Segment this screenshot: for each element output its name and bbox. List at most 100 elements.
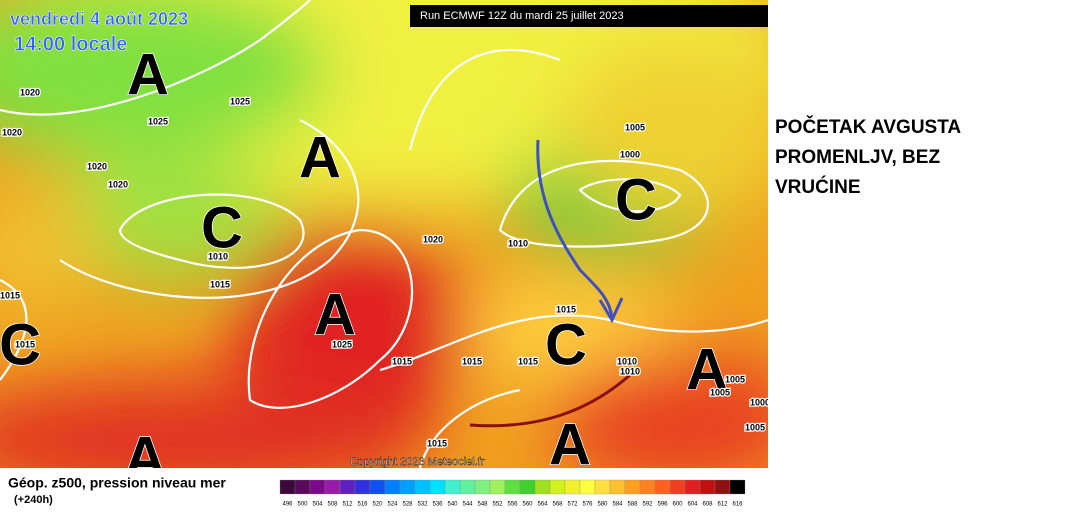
scale-swatch — [354, 479, 371, 495]
scale-label: 532 — [417, 502, 428, 508]
scale-label: 548 — [477, 502, 488, 508]
note-line: PROMENLJV, BEZ — [775, 147, 940, 168]
scale-label: 520 — [372, 502, 383, 508]
isobar-label: 1010 — [620, 366, 640, 376]
scale-label: 496 — [282, 502, 293, 508]
scale-label: 568 — [552, 502, 563, 508]
scale-label: 584 — [612, 502, 623, 508]
isobar-label: 1015 — [392, 356, 412, 366]
scale-label: 600 — [672, 502, 683, 508]
isobar-label: 1020 — [108, 179, 128, 189]
scale-label: 540 — [447, 502, 458, 508]
map-area: Run ECMWF 12Z du mardi 25 juillet 2023 v… — [0, 0, 770, 490]
scale-swatch — [429, 479, 446, 495]
date-label: vendredi 4 août 2023 — [10, 9, 188, 29]
scale-label: 552 — [492, 502, 503, 508]
scale-swatch — [654, 479, 671, 495]
scale-label: 536 — [432, 502, 443, 508]
scale-swatch — [504, 479, 521, 495]
isobar-label: 1015 — [427, 438, 447, 448]
isobar-label: 1015 — [210, 279, 230, 289]
scale-label: 508 — [327, 502, 338, 508]
pressure-system: A — [314, 282, 356, 347]
isobar-label: 1010 — [508, 238, 528, 248]
scale-swatch — [714, 479, 731, 495]
scale-swatch — [669, 479, 686, 495]
scale-swatch — [279, 479, 296, 495]
scale-swatch — [459, 479, 476, 495]
scale-label: 572 — [567, 502, 578, 508]
scale-swatch — [384, 479, 401, 495]
scale-swatch — [579, 479, 596, 495]
isobar-label: 1005 — [625, 122, 645, 132]
isobar-label: 1005 — [725, 374, 745, 384]
scale-label: 616 — [732, 502, 743, 508]
isobar-label: 1020 — [87, 161, 107, 171]
scale-label: 528 — [402, 502, 413, 508]
pressure-system: A — [124, 425, 166, 490]
scale-label: 576 — [582, 502, 593, 508]
pressure-system: C — [545, 312, 587, 377]
isobar-label: 1020 — [423, 234, 443, 244]
scale-swatch — [639, 479, 656, 495]
scale-swatch — [414, 479, 431, 495]
scale-label: 544 — [462, 502, 473, 508]
isobar-label: 1010 — [208, 251, 228, 261]
scale-swatch — [474, 479, 491, 495]
scale-label: 596 — [657, 502, 668, 508]
scale-swatch — [399, 479, 416, 495]
scale-swatch — [489, 479, 506, 495]
isobar-label: 1015 — [518, 356, 538, 366]
isobar-label: 1025 — [332, 339, 352, 349]
scale-swatch — [309, 479, 326, 495]
isobar-label: 1000 — [750, 397, 770, 407]
pressure-system: A — [127, 42, 169, 107]
scale-swatch — [699, 479, 716, 495]
pressure-system: C — [201, 195, 243, 260]
isobar-label: 1015 — [15, 339, 35, 349]
isobar-label: 1015 — [0, 290, 20, 300]
scale-swatch — [369, 479, 386, 495]
isobar-label: 1000 — [620, 149, 640, 159]
scale-label: 512 — [342, 502, 353, 508]
scale-swatch — [684, 479, 701, 495]
isobar-label: 1020 — [20, 87, 40, 97]
note-line: POČETAK AVGUSTA — [775, 116, 961, 138]
pressure-system: A — [549, 412, 591, 477]
scale-swatch — [294, 479, 311, 495]
scale-label: 564 — [537, 502, 548, 508]
scale-swatch — [519, 479, 536, 495]
scale-label: 580 — [597, 502, 608, 508]
scale-swatch — [444, 479, 461, 495]
isobar-label: 1020 — [2, 127, 22, 137]
isobar-label: 1010 — [617, 356, 637, 366]
isobar-label: 1015 — [556, 304, 576, 314]
isobar-label: 1005 — [745, 422, 765, 432]
pressure-system: A — [686, 337, 728, 402]
scale-swatch — [549, 479, 566, 495]
scale-label: 608 — [702, 502, 713, 508]
scale-swatch — [624, 479, 641, 495]
scale-label: 500 — [297, 502, 308, 508]
scale-swatch — [594, 479, 611, 495]
scale-label: 524 — [387, 502, 398, 508]
copyright: Copyright 2023 Meteociel.fr — [350, 456, 485, 468]
note-line: VRUĆINE — [775, 176, 861, 198]
run-label: Run ECMWF 12Z du mardi 25 juillet 2023 — [420, 10, 624, 22]
legend-title: Géop. z500, pression niveau mer — [8, 475, 226, 491]
scale-swatch — [729, 479, 746, 495]
isobar-label: 1005 — [710, 387, 730, 397]
scale-label: 592 — [642, 502, 653, 508]
scale-label: 556 — [507, 502, 518, 508]
scale-swatch — [534, 479, 551, 495]
scale-swatch — [324, 479, 341, 495]
scale-label: 560 — [522, 502, 533, 508]
time-label: 14:00 locale — [14, 33, 127, 55]
scale-label: 588 — [627, 502, 638, 508]
scale-label: 612 — [717, 502, 728, 508]
scale-label: 504 — [312, 502, 323, 508]
scale-label: 604 — [687, 502, 698, 508]
scale-label: 516 — [357, 502, 368, 508]
